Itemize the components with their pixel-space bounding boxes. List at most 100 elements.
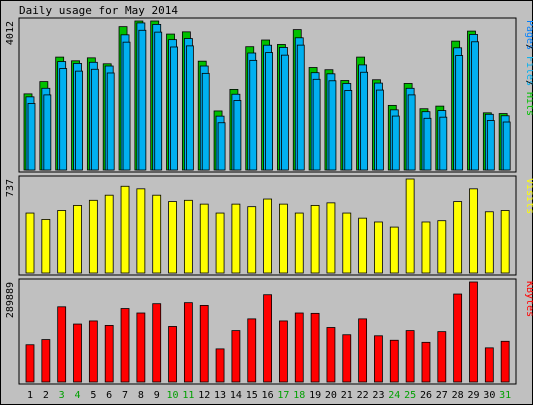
x-tick-label: 18 xyxy=(293,390,305,401)
visits-bar xyxy=(500,210,510,274)
x-tick-label: 2 xyxy=(43,390,49,401)
x-tick-label: 25 xyxy=(404,390,416,401)
visits-bar xyxy=(310,205,320,274)
x-tick-label: 9 xyxy=(154,390,160,401)
kbytes-bar xyxy=(484,347,494,383)
pages-bar xyxy=(281,54,289,171)
kbytes-bar xyxy=(88,320,98,383)
visits-bar xyxy=(342,212,352,274)
kbytes-bar xyxy=(168,326,177,383)
pages-bar xyxy=(486,120,495,171)
visits-bar xyxy=(104,194,114,274)
kbytes-bar xyxy=(342,334,352,383)
kbytes-bar xyxy=(500,340,510,383)
pages-bar xyxy=(75,70,83,171)
kbytes-bar xyxy=(183,302,193,383)
x-tick-label: 7 xyxy=(122,390,128,401)
visits-frame xyxy=(18,175,517,276)
x-tick-label: 24 xyxy=(388,390,400,401)
visits-bar xyxy=(389,226,399,274)
visits-bar xyxy=(358,217,368,274)
kbytes-bar xyxy=(104,325,114,383)
pages-bar xyxy=(407,94,416,171)
pages-bar xyxy=(344,90,353,171)
pages-bar xyxy=(471,41,479,171)
x-tick-label: 31 xyxy=(499,390,511,401)
chart-title: Daily usage for May 2014 xyxy=(19,4,178,17)
visits-bar xyxy=(263,198,272,274)
kbytes-bar xyxy=(358,318,368,383)
x-tick-label: 1 xyxy=(27,390,33,401)
visits-bar xyxy=(25,212,35,274)
pages-bar xyxy=(27,103,36,171)
pages-bar xyxy=(43,94,52,171)
x-tick-label: 3 xyxy=(59,390,65,401)
pages-bar xyxy=(265,52,273,171)
pages-bar xyxy=(90,68,99,171)
x-tick-label: 14 xyxy=(230,390,242,401)
x-tick-label: 17 xyxy=(277,390,289,401)
x-tick-label: 30 xyxy=(483,390,495,401)
visits-bar xyxy=(120,185,130,274)
kbytes-bar xyxy=(326,327,336,383)
kbytes-bar xyxy=(57,306,67,383)
pages-bar xyxy=(439,116,448,171)
visits-panel: 737 Visits xyxy=(5,175,533,276)
visits-bar xyxy=(421,221,431,274)
x-tick-label: 4 xyxy=(75,390,81,401)
kbytes-bar xyxy=(421,341,431,383)
pages-bar xyxy=(154,31,163,171)
kbytes-bar xyxy=(25,344,35,383)
pages-bar xyxy=(312,78,321,171)
kbytes-bar xyxy=(405,330,415,383)
visits-bar xyxy=(57,210,67,274)
x-tick-label: 27 xyxy=(436,390,448,401)
kbytes-bar xyxy=(152,303,162,383)
kbytes-bar xyxy=(279,320,288,383)
kbytes-bar xyxy=(263,294,272,383)
pages-bar xyxy=(455,55,464,171)
pages-bar xyxy=(423,117,432,171)
pages-bar xyxy=(296,44,305,171)
kbytes-bar xyxy=(374,335,383,383)
visits-ymax-label: 737 xyxy=(5,179,16,197)
usage-legend-pages: Pages xyxy=(524,20,533,50)
pages-bar xyxy=(328,80,337,171)
pages-bar xyxy=(170,46,178,171)
kbytes-bar xyxy=(231,330,241,383)
visits-bar xyxy=(73,205,82,274)
x-tick-label: 20 xyxy=(325,390,337,401)
x-tick-label: 21 xyxy=(341,390,353,401)
pages-bar xyxy=(106,72,115,171)
visits-bar xyxy=(437,220,447,274)
kbytes-bar xyxy=(41,339,51,383)
usage-legend-files: Files xyxy=(524,56,533,86)
x-tick-label: 15 xyxy=(246,390,258,401)
pages-bar xyxy=(233,100,242,171)
pages-bar xyxy=(201,72,210,171)
visits-bar xyxy=(405,178,415,274)
x-tick-label: 23 xyxy=(372,390,384,401)
x-tick-label: 12 xyxy=(198,390,210,401)
x-tick-label: 28 xyxy=(452,390,464,401)
visits-bar xyxy=(294,212,304,274)
pages-bar xyxy=(59,68,68,171)
kbytes-ymax-label: 289889 xyxy=(5,282,16,318)
visits-bar xyxy=(88,199,98,274)
visits-legend-visits: Visits xyxy=(524,178,533,214)
visits-bar xyxy=(215,212,225,274)
x-tick-label: 5 xyxy=(90,390,96,401)
x-tick-label: 16 xyxy=(262,390,274,401)
kbytes-bar xyxy=(437,331,447,383)
kbytes-bar xyxy=(215,348,225,383)
pages-bar xyxy=(217,122,226,171)
pages-bar xyxy=(376,89,384,171)
kbytes-bar xyxy=(310,312,320,383)
visits-bar xyxy=(453,201,463,274)
visits-bar xyxy=(152,194,162,274)
x-tick-label: 6 xyxy=(106,390,112,401)
pages-bar xyxy=(185,45,194,171)
visits-bar xyxy=(183,199,193,274)
x-tick-label: 8 xyxy=(138,390,144,401)
